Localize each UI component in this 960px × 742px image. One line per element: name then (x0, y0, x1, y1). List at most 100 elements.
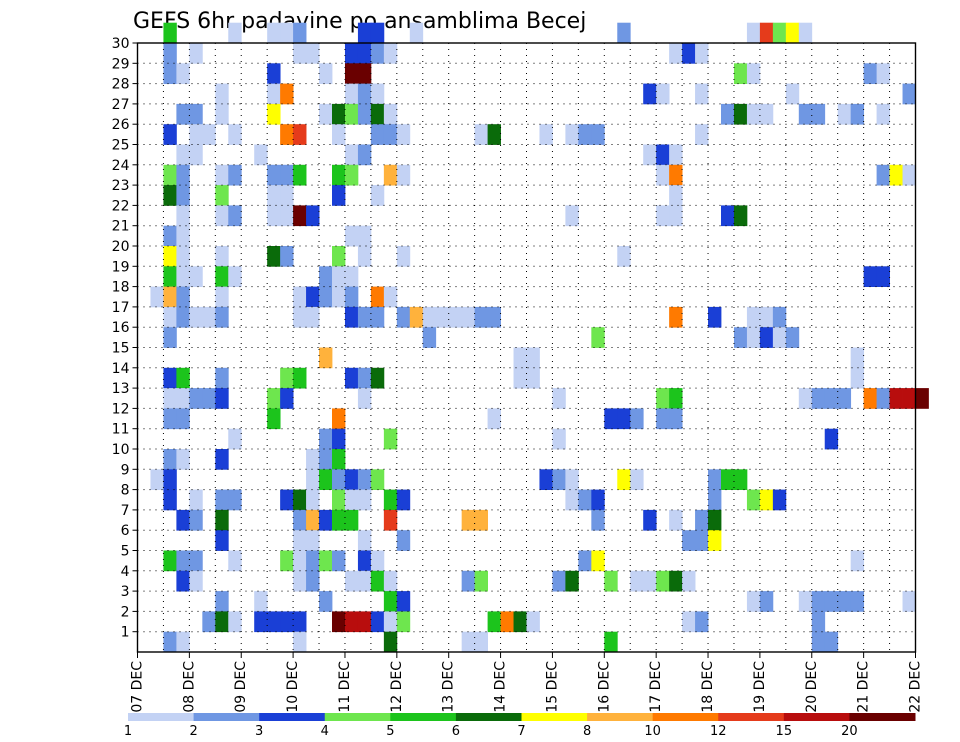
y-tick-label: 16 (112, 320, 130, 336)
heatmap-cell (228, 489, 242, 511)
heatmap-cell (267, 185, 281, 206)
heatmap-cell (344, 103, 359, 125)
heatmap-cell (772, 306, 787, 328)
heatmap-cell (357, 43, 372, 64)
heatmap-cell (189, 266, 203, 287)
heatmap-cell (189, 103, 203, 125)
heatmap-cell (357, 388, 372, 409)
heatmap-cell (811, 388, 826, 409)
heatmap-cell (682, 611, 696, 633)
heatmap-cell (344, 286, 359, 308)
heatmap-cell (280, 83, 294, 105)
heatmap-cell (513, 611, 527, 633)
heatmap-cell (344, 144, 359, 166)
heatmap-cell (721, 469, 735, 490)
heatmap-cell (215, 103, 229, 125)
y-tick-label: 6 (121, 523, 130, 539)
heatmap-cell (656, 570, 670, 592)
heatmap-cell (643, 570, 657, 592)
heatmap-cell (811, 611, 826, 633)
heatmap-cell (344, 469, 359, 490)
y-tick-label: 22 (112, 198, 130, 214)
heatmap-cell (150, 286, 164, 308)
heatmap-cell (293, 124, 307, 145)
y-tick-label: 4 (121, 564, 130, 580)
heatmap-cell (565, 124, 579, 145)
heatmap-cell (448, 306, 463, 328)
heatmap-cell (370, 124, 385, 145)
heatmap-cell (293, 205, 307, 227)
heatmap-cell (332, 509, 346, 531)
heatmap-cell (474, 631, 488, 653)
colorbar-label: 2 (189, 724, 197, 739)
heatmap-cell (396, 306, 411, 328)
y-tick-label: 15 (112, 341, 130, 357)
heatmap-cell (863, 63, 877, 84)
heatmap-cell (344, 509, 359, 531)
heatmap-cell (215, 205, 229, 227)
heatmap-cell (344, 83, 359, 105)
heatmap-cell (357, 103, 372, 125)
heatmap-cell (176, 550, 190, 572)
heatmap-cell (461, 306, 476, 328)
heatmap-cell (319, 469, 333, 490)
heatmap-cell (759, 591, 774, 612)
heatmap-cell (824, 631, 839, 653)
heatmap-cell (370, 306, 385, 328)
heatmap-cell (798, 591, 813, 612)
heatmap-cell (332, 611, 346, 633)
heatmap-cell (306, 43, 320, 64)
heatmap-cell (228, 22, 242, 44)
heatmap-cell (163, 327, 177, 348)
heatmap-cell (293, 509, 307, 531)
heatmap-cell (850, 347, 865, 369)
heatmap-cell (228, 550, 242, 572)
heatmap-cell (383, 509, 398, 531)
heatmap-cell (215, 367, 229, 389)
heatmap-cell (357, 367, 372, 389)
heatmap-cell (267, 205, 281, 227)
heatmap-cell (332, 449, 346, 470)
heatmap-cell (876, 63, 890, 84)
heatmap-cell (422, 327, 437, 348)
heatmap-cell (357, 611, 372, 633)
heatmap-cell (215, 246, 229, 267)
heatmap-cell (409, 306, 424, 328)
heatmap-cell (461, 509, 476, 531)
heatmap-cell (383, 611, 398, 633)
heatmap-cell (306, 550, 320, 572)
heatmap-cell (176, 509, 190, 531)
y-tick-label: 3 (121, 584, 130, 600)
heatmap-cell (863, 388, 877, 409)
heatmap-cell (228, 164, 242, 186)
colorbar-swatch (324, 713, 391, 721)
heatmap-cell (357, 83, 372, 105)
heatmap-cell (293, 570, 307, 592)
heatmap-cell (280, 367, 294, 389)
heatmap-cell (344, 570, 359, 592)
heatmap-cell (293, 530, 307, 551)
heatmap-cell (280, 246, 294, 267)
heatmap-cell (293, 489, 307, 511)
heatmap-cell (202, 306, 216, 328)
heatmap-cell (163, 63, 177, 84)
heatmap-cell (267, 388, 281, 409)
heatmap-cell (163, 367, 177, 389)
heatmap-cell (604, 408, 618, 430)
heatmap-cell (565, 205, 579, 227)
heatmap-cell (669, 570, 683, 592)
heatmap-cell (357, 489, 372, 511)
heatmap-cell (811, 631, 826, 653)
heatmap-cell (163, 469, 177, 490)
heatmap-cell (721, 103, 735, 125)
heatmap-cell (746, 306, 761, 328)
x-tick-label: 12 DEC (389, 661, 405, 713)
colorbar-swatch (259, 713, 326, 721)
heatmap-cell (850, 550, 865, 572)
heatmap-cell (850, 591, 865, 612)
heatmap-cell (695, 83, 709, 105)
heatmap-cell (357, 144, 372, 166)
heatmap-cell (695, 43, 709, 64)
heatmap-cell (759, 103, 774, 125)
